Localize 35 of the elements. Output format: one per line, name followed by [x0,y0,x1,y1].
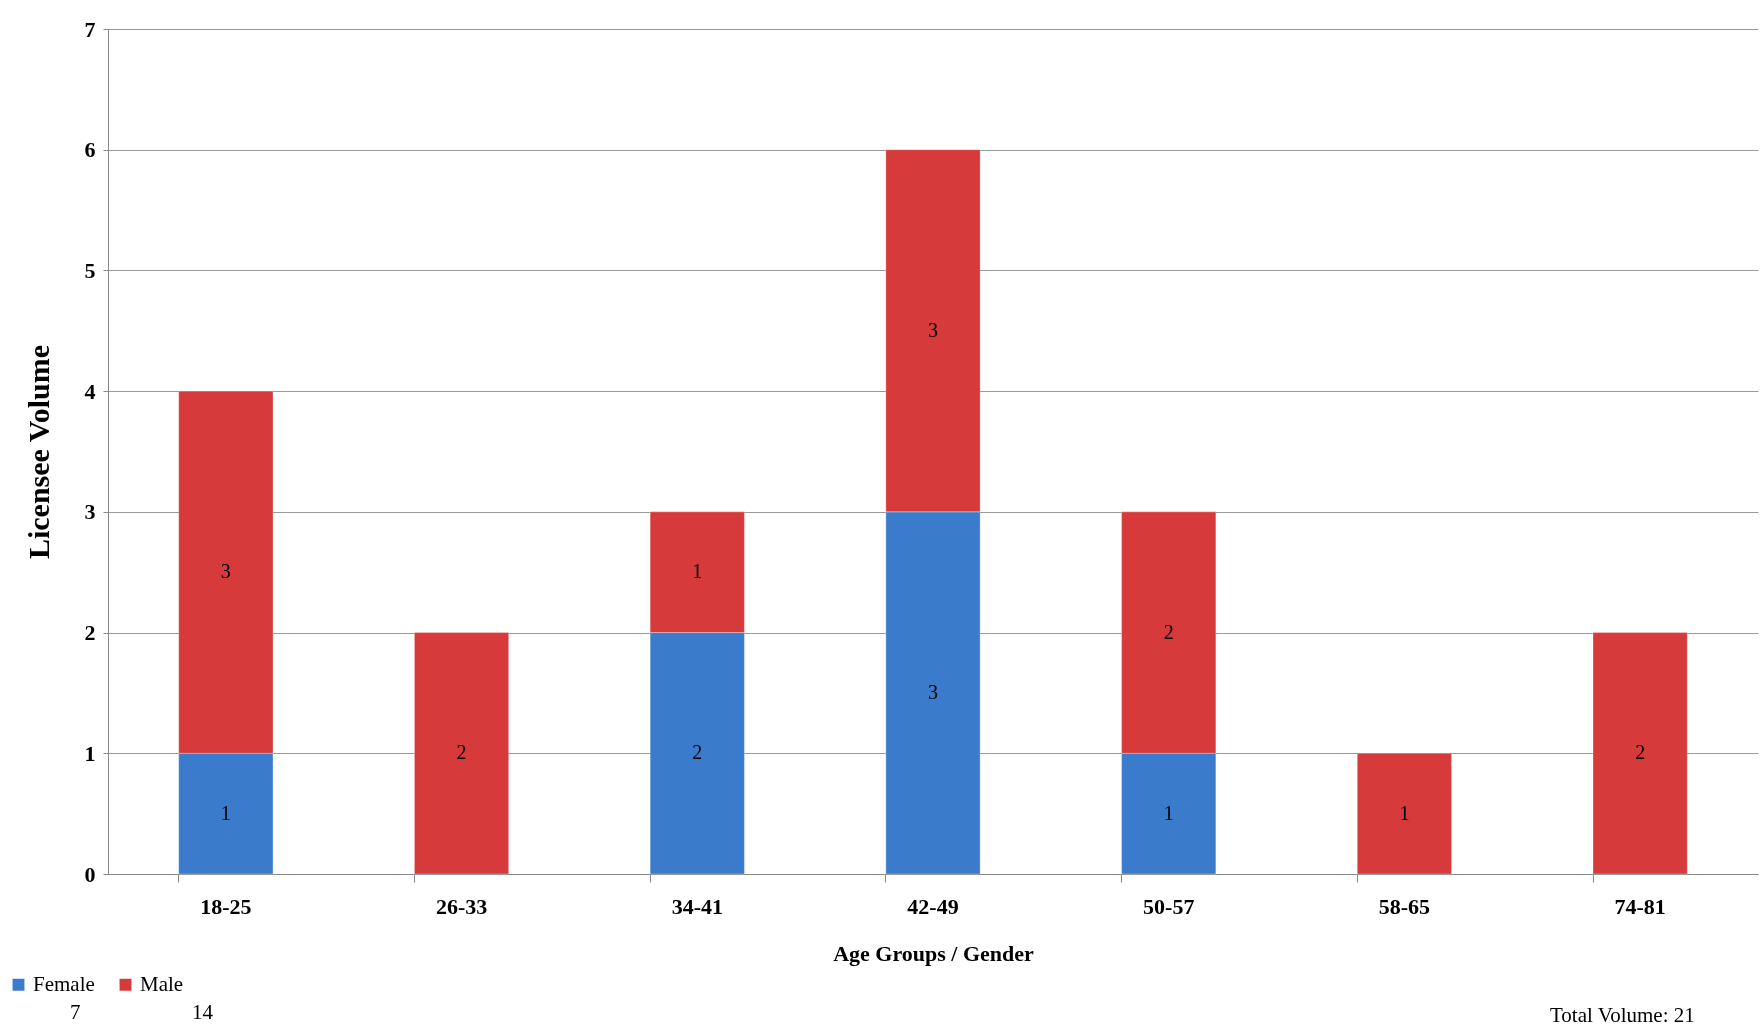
data-label: 2 [1163,620,1174,643]
x-tick-label: 18-25 [200,893,252,919]
legend-label: Female [33,971,95,996]
y-tick-label: 6 [84,137,96,163]
y-axis-title: Licensee Volume [21,344,55,560]
bar [1592,632,1688,875]
x-tick-label: 42-49 [907,893,959,919]
x-tick-label: 74-81 [1614,893,1666,919]
data-label: 2 [456,741,467,764]
data-label: 2 [1635,741,1646,764]
data-label: 1 [1163,801,1174,824]
data-label: 1 [220,801,231,824]
data-label: 2 [692,741,703,764]
y-tick-label: 0 [84,861,96,887]
y-tick-label: 2 [84,620,96,646]
text: 14 [192,1000,213,1025]
legend-label: Male [140,971,184,996]
y-tick-label: 5 [84,257,96,283]
data-label: 3 [220,560,231,583]
y-tick-label: 4 [84,378,96,404]
x-tick-label: 26-33 [435,893,488,919]
data-label: 1 [692,560,703,583]
text: Total Volume: 21 [1550,1003,1695,1028]
bar [1356,752,1453,875]
x-axis-title: Age Groups / Gender [833,940,1035,966]
y-tick-label: 7 [84,16,96,42]
bar [413,632,510,875]
x-tick-label: 58-65 [1378,893,1431,919]
y-tick-label: 1 [84,740,96,766]
data-label: 3 [928,680,938,703]
y-tick-label: 3 [84,499,96,525]
data-label: 1 [1399,801,1410,824]
x-tick-label: 34-41 [671,893,723,919]
x-tick-label: 50-57 [1143,893,1195,919]
data-label: 3 [928,318,938,341]
